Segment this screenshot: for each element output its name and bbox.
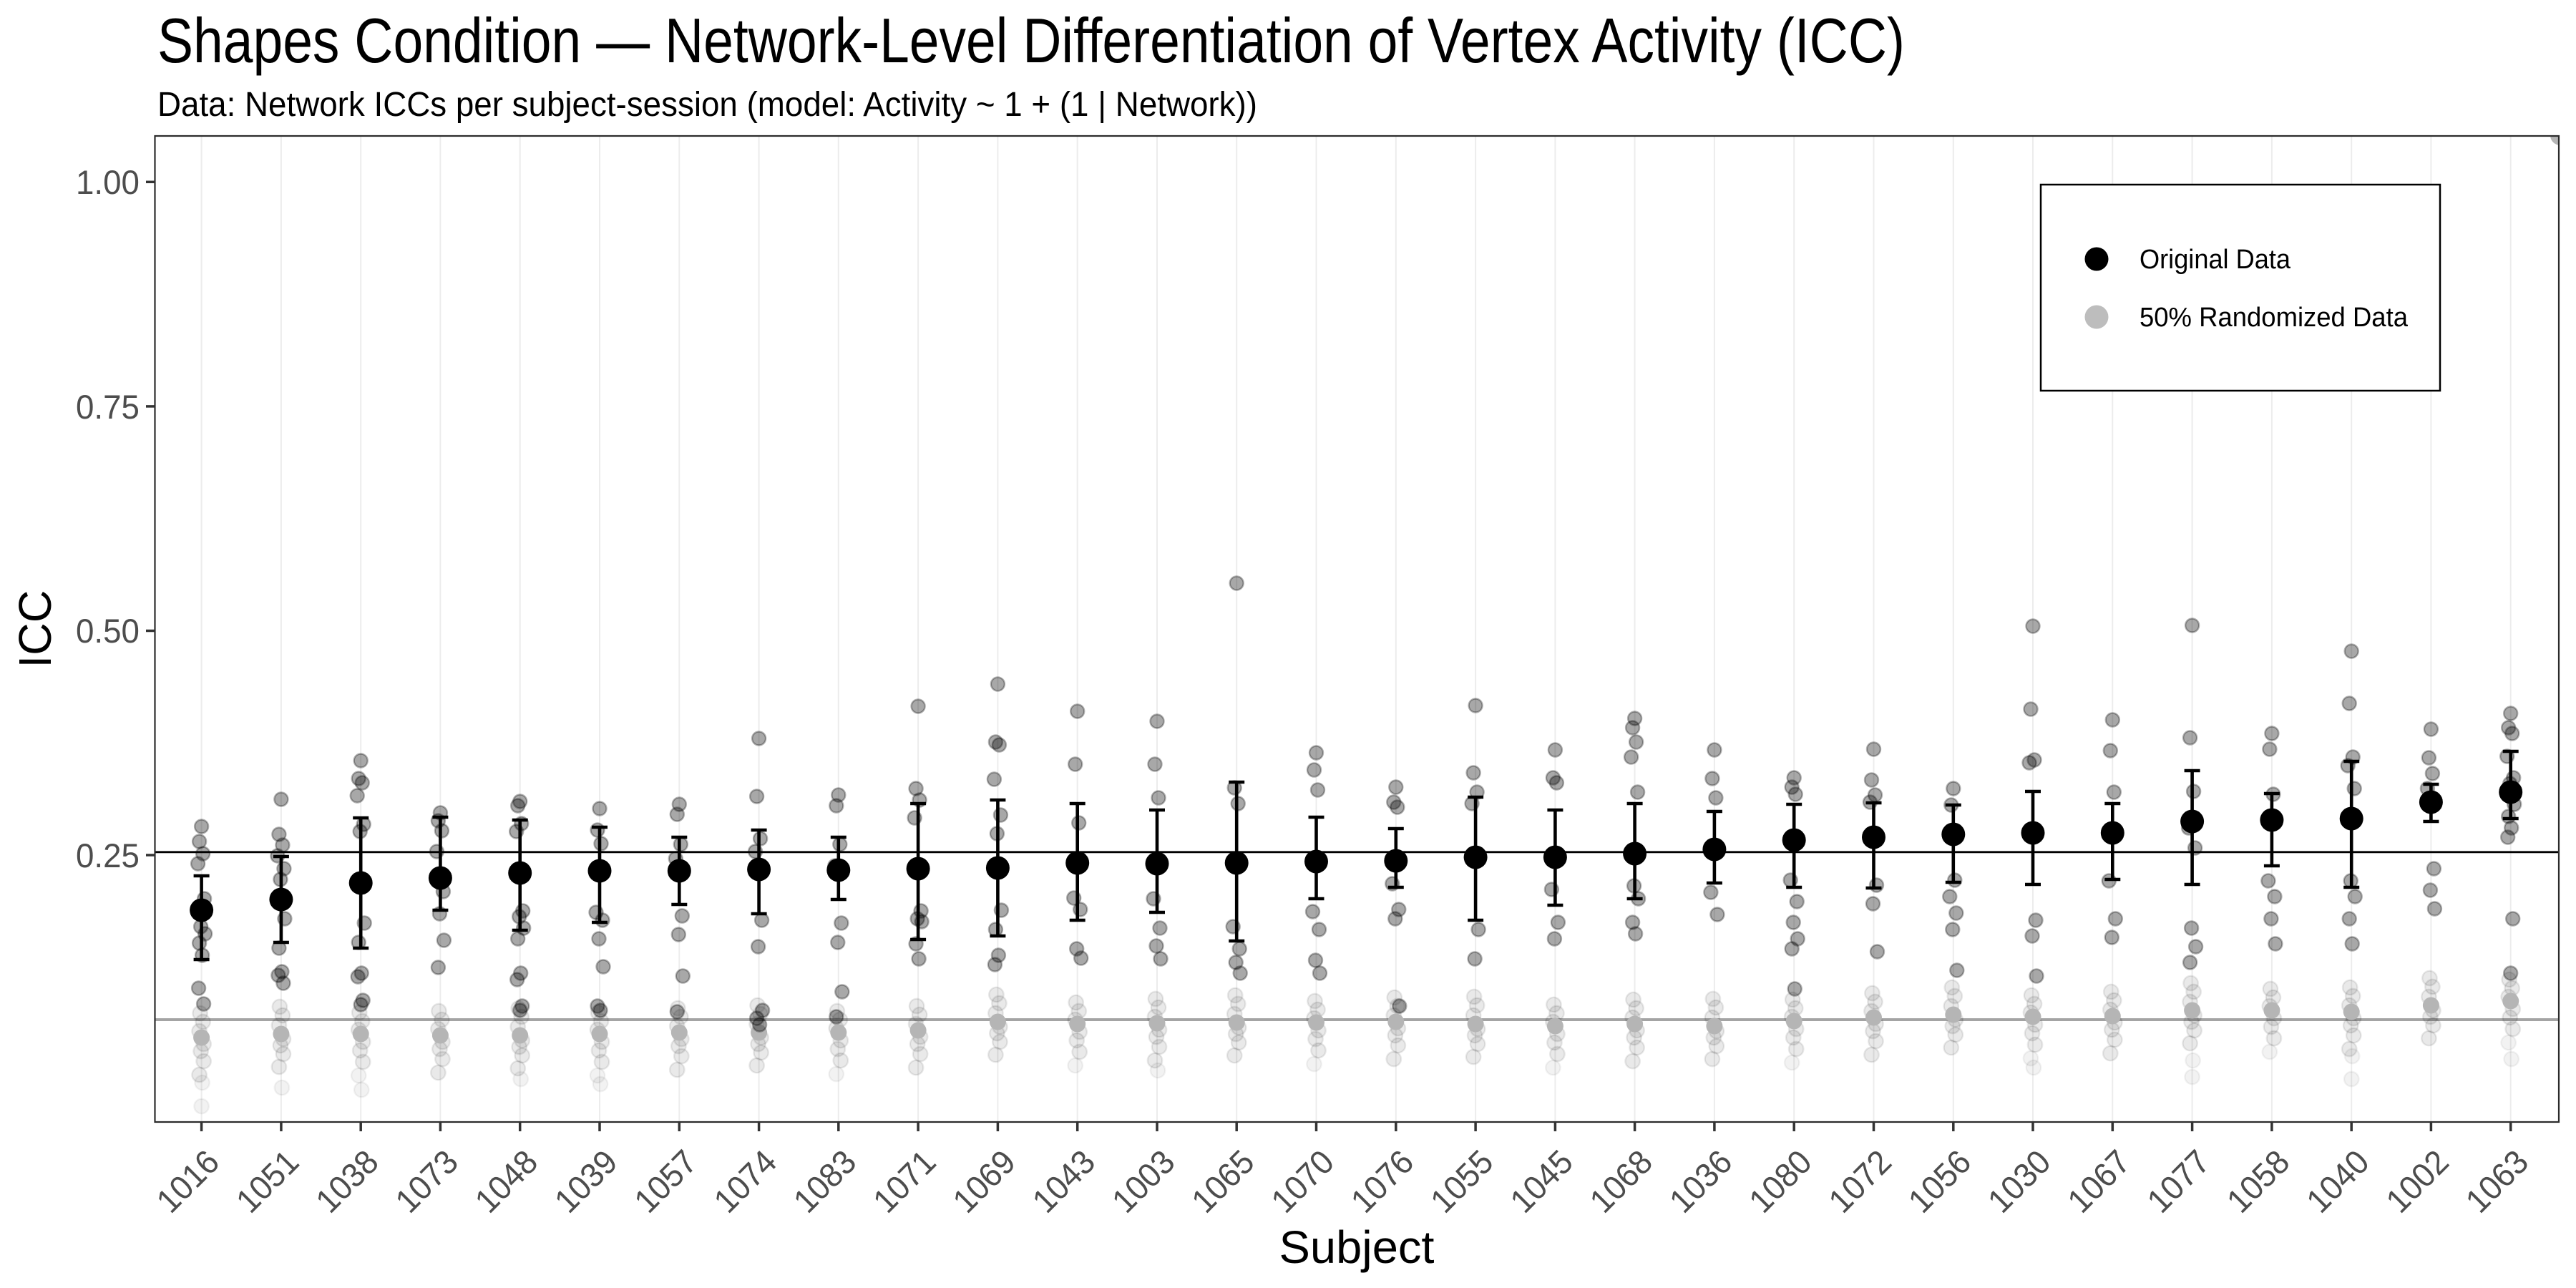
svg-text:Shapes Condition — Network-Lev: Shapes Condition — Network-Level Differe…: [157, 5, 1905, 76]
svg-text:1.00: 1.00: [76, 163, 140, 201]
svg-text:ICC: ICC: [9, 590, 61, 668]
svg-text:0.25: 0.25: [76, 836, 140, 874]
svg-text:Subject: Subject: [1279, 1221, 1435, 1273]
svg-text:0.50: 0.50: [76, 612, 140, 650]
svg-text:Data: Network ICCs per subject: Data: Network ICCs per subject-session (…: [157, 86, 1257, 124]
svg-text:50% Randomized Data: 50% Randomized Data: [2140, 303, 2409, 333]
svg-text:Original Data: Original Data: [2140, 245, 2291, 275]
svg-text:0.75: 0.75: [76, 388, 140, 426]
